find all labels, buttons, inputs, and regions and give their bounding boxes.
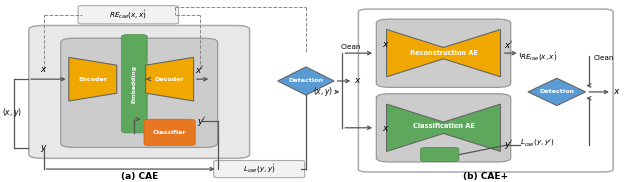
- FancyBboxPatch shape: [376, 19, 511, 87]
- FancyBboxPatch shape: [61, 38, 218, 147]
- FancyBboxPatch shape: [144, 119, 195, 146]
- Text: Classification AE: Classification AE: [413, 124, 474, 129]
- Text: $(x,y)$: $(x,y)$: [2, 106, 22, 119]
- Text: $x'$: $x'$: [504, 39, 514, 50]
- Text: $RE_{cae}(x,x\')$: $RE_{cae}(x,x\')$: [109, 9, 147, 21]
- Text: $y'$: $y'$: [504, 138, 514, 151]
- Text: Reconstruction AE: Reconstruction AE: [410, 50, 477, 56]
- Text: $RE_{rae}(x,x\')$: $RE_{rae}(x,x\')$: [520, 50, 557, 63]
- Polygon shape: [278, 67, 334, 95]
- Text: $y$: $y$: [40, 143, 47, 154]
- Polygon shape: [68, 57, 116, 101]
- Text: $x$: $x$: [354, 76, 362, 86]
- Polygon shape: [528, 78, 586, 106]
- FancyBboxPatch shape: [78, 6, 179, 24]
- Polygon shape: [146, 57, 193, 101]
- Text: (a) CAE: (a) CAE: [121, 172, 158, 181]
- Text: Classifier: Classifier: [153, 130, 186, 135]
- Text: $L_{cae}(y,y')$: $L_{cae}(y,y')$: [520, 138, 554, 149]
- Text: Decoder: Decoder: [155, 77, 184, 82]
- Polygon shape: [387, 29, 500, 77]
- Text: $x$: $x$: [40, 65, 47, 74]
- Text: Clean: Clean: [594, 55, 614, 61]
- FancyBboxPatch shape: [122, 35, 147, 133]
- Text: Detection: Detection: [289, 78, 323, 84]
- FancyBboxPatch shape: [29, 25, 250, 158]
- Text: $x$: $x$: [613, 87, 621, 96]
- Text: $(x,y)$: $(x,y)$: [313, 85, 333, 98]
- Text: $x'$: $x'$: [195, 64, 205, 75]
- Text: (b) CAE+: (b) CAE+: [463, 172, 508, 181]
- FancyBboxPatch shape: [214, 161, 305, 178]
- Polygon shape: [387, 104, 500, 151]
- Text: Clean: Clean: [340, 44, 361, 50]
- FancyBboxPatch shape: [358, 9, 613, 172]
- Text: Detection: Detection: [540, 89, 574, 94]
- Text: Encoder: Encoder: [78, 77, 108, 82]
- FancyBboxPatch shape: [420, 147, 459, 162]
- FancyBboxPatch shape: [376, 94, 511, 162]
- Text: $y'$: $y'$: [196, 114, 207, 128]
- Text: $L_{cae}(y,y\')$: $L_{cae}(y,y\')$: [243, 163, 275, 175]
- Text: Embedding: Embedding: [132, 65, 137, 103]
- Text: $x$: $x$: [382, 124, 390, 133]
- Text: $x$: $x$: [382, 40, 390, 49]
